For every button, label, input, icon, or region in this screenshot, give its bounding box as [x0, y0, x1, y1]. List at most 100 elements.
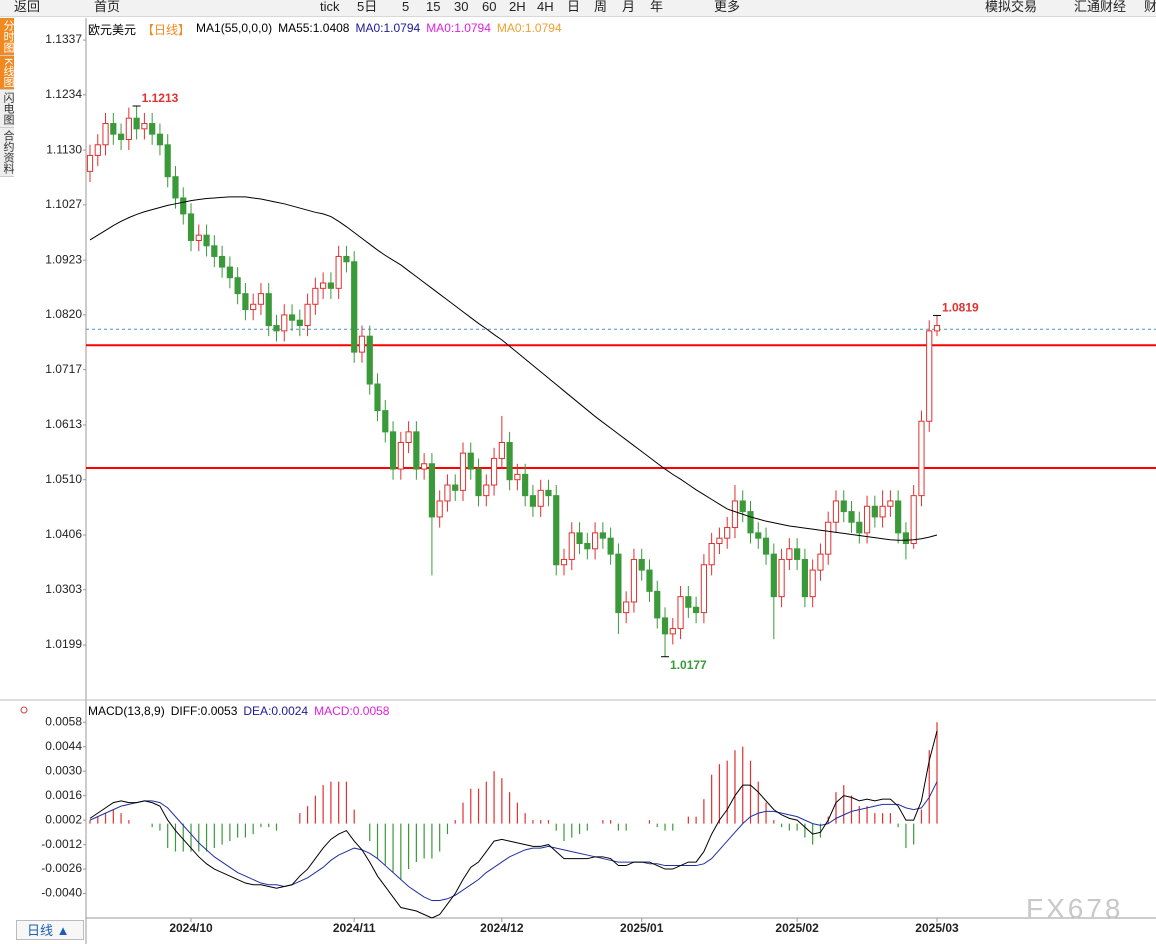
- toolbar-button[interactable]: 模拟交易: [985, 0, 1038, 14]
- macd-legend: MACD(13,8,9) DIFF:0.0053 DEA:0.0024 MACD:0.…: [88, 704, 389, 718]
- candle-body: [226, 266, 233, 279]
- period-button[interactable]: 日线 ▲: [16, 920, 84, 940]
- candle-body: [102, 123, 109, 146]
- candle-body: [568, 532, 575, 560]
- y-tick-label: 1.0820: [45, 307, 82, 321]
- indicator-label: MA0:1.0794: [496, 21, 562, 35]
- candle-body: [840, 500, 847, 513]
- candle-body: [281, 314, 288, 332]
- candle-body: [926, 330, 933, 422]
- y-tick-label: 1.1130: [46, 142, 82, 156]
- candle-body: [203, 234, 210, 247]
- toolbar-button[interactable]: 5: [402, 0, 410, 14]
- candle-body: [265, 293, 272, 327]
- toolbar-button[interactable]: 30: [454, 0, 469, 14]
- toolbar-button[interactable]: 返回: [14, 0, 41, 14]
- sidebar-tab[interactable]: 合约资料: [0, 128, 14, 178]
- candle-body: [351, 261, 358, 353]
- candle-body: [537, 489, 544, 507]
- toolbar-button[interactable]: tick: [320, 0, 340, 14]
- toolbar-button[interactable]: 日: [567, 0, 581, 14]
- candle-body: [700, 564, 707, 614]
- candle-body: [366, 335, 373, 385]
- candle-body: [490, 457, 498, 486]
- y-tick-label: 0.0044: [45, 739, 82, 753]
- dea-line: [89, 781, 938, 902]
- y-tick-label: -0.0026: [41, 861, 82, 875]
- candle-body: [498, 441, 505, 459]
- candle-body: [180, 197, 187, 215]
- candle-body: [638, 558, 645, 571]
- candle-body: [288, 314, 296, 321]
- chart-title: 欧元美元: [88, 23, 137, 37]
- candle-body: [762, 537, 770, 555]
- candle-body: [848, 511, 855, 523]
- sidebar: 分时图 K线图 闪电图 合约资料: [0, 18, 14, 178]
- y-tick-label: 0.0002: [45, 812, 82, 826]
- candle-body: [133, 117, 140, 130]
- candle-body: [902, 532, 910, 544]
- x-tick-label: 2024/12: [480, 921, 524, 935]
- toolbar-button[interactable]: 财: [1144, 0, 1156, 14]
- candle-body: [436, 500, 443, 518]
- candle-body: [747, 511, 754, 534]
- x-tick-label: 2025/03: [915, 921, 959, 935]
- candle-body: [825, 521, 832, 555]
- candle-body: [141, 123, 148, 130]
- candle-body: [459, 452, 467, 491]
- x-tick-label: 2024/10: [169, 921, 213, 935]
- toolbar-button[interactable]: 首页: [94, 0, 121, 14]
- candle-body: [117, 133, 125, 140]
- candle-body: [522, 473, 529, 497]
- candle-body: [607, 537, 614, 555]
- y-tick-label: 1.1234: [45, 87, 82, 101]
- candle-body: [778, 558, 785, 598]
- candle-body: [242, 293, 249, 311]
- toolbar-button[interactable]: 5日: [357, 0, 378, 14]
- candle-body: [273, 325, 280, 332]
- candle-body: [856, 521, 863, 534]
- sidebar-tab[interactable]: K线图: [0, 56, 14, 91]
- toolbar-button[interactable]: 月: [622, 0, 636, 14]
- toolbar-button[interactable]: 更多: [714, 0, 741, 14]
- candle-body: [708, 542, 715, 566]
- candle-body: [591, 532, 599, 550]
- sidebar-tab[interactable]: 闪电图: [0, 90, 14, 129]
- candle-body: [421, 463, 428, 470]
- candle-body: [374, 383, 381, 412]
- y-tick-label: 1.0406: [45, 527, 82, 541]
- candle-body: [584, 542, 591, 550]
- candle-body: [669, 628, 676, 635]
- candle-body: [863, 505, 871, 534]
- candle-body: [475, 468, 482, 497]
- candle-body: [646, 569, 653, 592]
- toolbar-button[interactable]: 4H: [537, 0, 554, 14]
- candle-body: [895, 500, 902, 534]
- candle-body: [467, 452, 474, 470]
- candle-body: [755, 532, 762, 539]
- toolbar-button[interactable]: 2H: [509, 0, 526, 14]
- candle-body: [452, 484, 459, 491]
- candle-body: [335, 255, 342, 289]
- sidebar-tab[interactable]: 分时图: [0, 18, 14, 56]
- toolbar-button[interactable]: 60: [482, 0, 497, 14]
- indicator-label: MACD:0.0058: [314, 704, 390, 718]
- toolbar-button[interactable]: 15: [426, 0, 441, 14]
- candle-body: [156, 133, 164, 146]
- candle-body: [545, 489, 552, 497]
- toolbar-button[interactable]: 汇通财经: [1074, 0, 1127, 14]
- candle-body: [444, 484, 451, 502]
- indicator-label: DIFF:0.0053: [170, 704, 238, 718]
- candle-body: [304, 303, 311, 327]
- annotation-label: 1.0819: [942, 301, 979, 315]
- toolbar-button[interactable]: 年: [650, 0, 664, 14]
- toolbar-button[interactable]: 周: [594, 0, 608, 14]
- candle-body: [234, 277, 241, 295]
- candle-body: [250, 303, 257, 311]
- candle-body: [739, 500, 746, 513]
- candle-body: [599, 532, 606, 539]
- candle-body: [219, 255, 226, 268]
- candle-body: [149, 123, 156, 135]
